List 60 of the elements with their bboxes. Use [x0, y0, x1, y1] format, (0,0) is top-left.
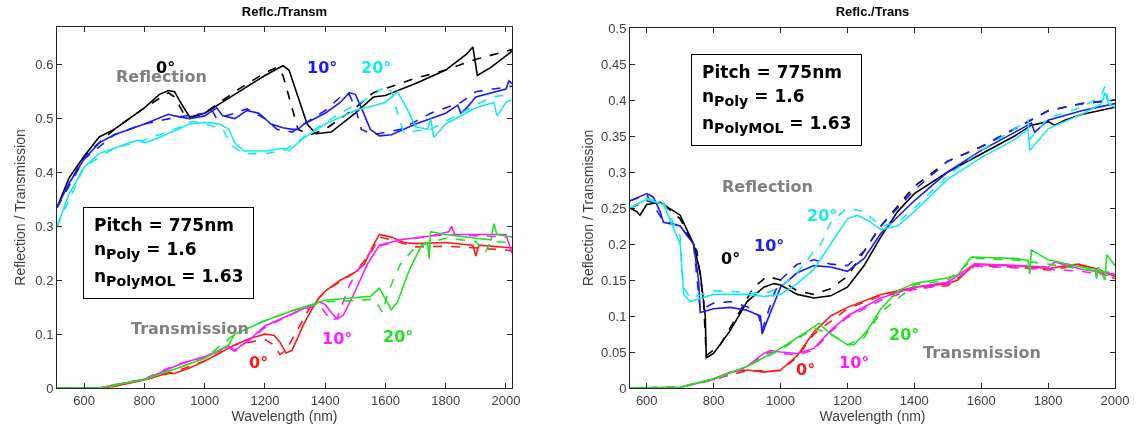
y-tick-label: 0.3 — [35, 218, 54, 234]
series-label: 10° — [322, 329, 353, 348]
y-tick-label: 0.3 — [608, 164, 627, 180]
y-tick-label: 0.15 — [601, 272, 627, 288]
y-tick-label: 0.5 — [35, 111, 54, 127]
y-tick-label: 0.2 — [608, 236, 627, 252]
annotation: n$_{Poly}$ = 1.6 — [94, 237, 198, 265]
x-tick-label: 1000 — [766, 392, 795, 408]
x-tick-label: 2000 — [491, 392, 521, 408]
x-tick-label: 2000 — [1100, 392, 1130, 408]
y-axis-title: Reflection / Transmission — [11, 129, 28, 286]
series-label: 20° — [889, 325, 920, 344]
x-tick-label: 1200 — [832, 392, 862, 408]
series-label: 0° — [796, 360, 816, 379]
annotation: Pitch = 775nm — [702, 61, 843, 84]
x-tick-label: 1800 — [431, 392, 461, 408]
x-tick-label: 600 — [635, 392, 658, 408]
y-tick-label: 0.05 — [601, 344, 627, 360]
x-tick-label: 1400 — [310, 392, 340, 408]
annotation: Pitch = 775nm — [94, 214, 235, 237]
x-tick-label: 1600 — [966, 392, 996, 408]
y-tick-label: 0 — [46, 380, 54, 396]
x-tick-label: 600 — [73, 392, 95, 408]
series-label: 20° — [361, 58, 392, 77]
y-tick-label: 0.45 — [601, 56, 627, 72]
y-axis-title: Reflection / Transmission — [580, 129, 596, 287]
y-tick-label: 0.1 — [608, 308, 627, 324]
x-tick-label: 800 — [702, 392, 725, 408]
series-label: 20° — [807, 206, 838, 225]
series-label: 20° — [383, 327, 414, 346]
annotation: n$_{PolyMOL}$ = 1.63 — [702, 112, 852, 139]
annotation: Reflection — [722, 177, 813, 196]
y-tick-label: 0.5 — [608, 20, 627, 36]
x-axis-title: Wavelength (nm) — [819, 407, 926, 424]
x-tick-label: 1000 — [190, 392, 220, 408]
x-axis-title: Wavelength (nm) — [231, 407, 338, 424]
y-tick-label: 0.6 — [35, 57, 54, 73]
x-tick-label: 1800 — [1033, 392, 1063, 408]
y-tick-label: 0.4 — [608, 92, 627, 108]
y-tick-label: 0 — [619, 380, 627, 396]
x-tick-label: 1200 — [250, 392, 280, 408]
y-tick-label: 0.1 — [35, 326, 54, 342]
x-tick-label: 1400 — [899, 392, 929, 408]
annotation: n$_{PolyMOL}$ = 1.63 — [94, 265, 244, 292]
series-label: 10° — [839, 353, 870, 372]
series-label: 0° — [721, 249, 741, 268]
y-tick-label: 0.2 — [35, 272, 54, 288]
x-tick-label: 1600 — [370, 392, 400, 408]
annotation: Transmission — [131, 319, 249, 338]
y-tick-label: 0.35 — [601, 128, 627, 144]
annotation: n$_{Poly}$ = 1.6 — [702, 84, 806, 112]
chart-title: Reflc./Transm — [241, 3, 328, 19]
y-tick-label: 0.4 — [35, 165, 54, 181]
series-label: 10° — [754, 236, 785, 255]
series-label: 0° — [249, 353, 269, 372]
y-tick-label: 0.25 — [601, 200, 627, 216]
series-label: 10° — [307, 58, 338, 77]
chart-title: Reflc./Trans — [835, 3, 910, 19]
x-tick-label: 800 — [133, 392, 156, 408]
annotation: Transmission — [923, 343, 1041, 362]
